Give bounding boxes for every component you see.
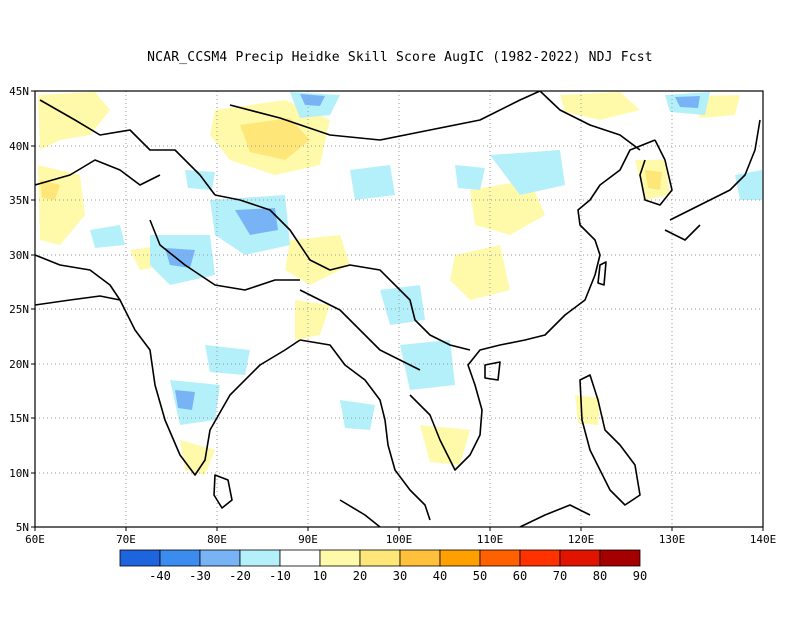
lon-tick-label: 60E xyxy=(25,533,45,546)
colorbar-swatch xyxy=(439,549,481,567)
lon-tick-label: 140E xyxy=(750,533,777,546)
lon-tick-label: 70E xyxy=(116,533,136,546)
colorbar-swatch xyxy=(599,549,641,567)
colorbar-label: 90 xyxy=(633,569,647,583)
colorbar-label: 50 xyxy=(473,569,487,583)
colorbar-label: -40 xyxy=(149,569,171,583)
colorbar-swatch xyxy=(559,549,601,567)
lat-tick-label: 35N xyxy=(9,194,29,207)
lon-tick-label: 110E xyxy=(477,533,504,546)
colorbar-swatch xyxy=(239,549,281,567)
lat-tick-label: 40N xyxy=(9,140,29,153)
colorbar-swatch xyxy=(359,549,401,567)
lon-tick-label: 120E xyxy=(568,533,595,546)
lat-tick-label: 10N xyxy=(9,467,29,480)
colorbar-swatch xyxy=(279,549,321,567)
colorbar-swatch xyxy=(519,549,561,567)
colorbar-label: 40 xyxy=(433,569,447,583)
colorbar-swatch xyxy=(199,549,241,567)
lon-tick-label: 90E xyxy=(298,533,318,546)
colorbar-label: -10 xyxy=(269,569,291,583)
lat-tick-label: 20N xyxy=(9,358,29,371)
colorbar-label: 70 xyxy=(553,569,567,583)
colorbar-swatch xyxy=(479,549,521,567)
lat-tick-label: 30N xyxy=(9,249,29,262)
colorbar-swatch xyxy=(119,549,161,567)
lon-tick-label: 130E xyxy=(659,533,686,546)
lat-tick-label: 5N xyxy=(16,521,29,534)
lat-tick-label: 45N xyxy=(9,85,29,98)
colorbar-label: 60 xyxy=(513,569,527,583)
colorbar-label: -20 xyxy=(229,569,251,583)
colorbar-swatch xyxy=(399,549,441,567)
colorbar-label: 30 xyxy=(393,569,407,583)
colorbar-label: 80 xyxy=(593,569,607,583)
colorbar-label: 10 xyxy=(313,569,327,583)
map-grid xyxy=(35,91,763,527)
colorbar-label: 20 xyxy=(353,569,367,583)
colorbar-swatch xyxy=(319,549,361,567)
colorbar: -40 -30 -20 -10 10 20 30 40 50 60 70 80 90 xyxy=(119,549,647,583)
lon-tick-label: 100E xyxy=(386,533,413,546)
coastlines xyxy=(35,91,761,527)
lat-tick-label: 25N xyxy=(9,303,29,316)
lat-tick-label: 15N xyxy=(9,412,29,425)
map-title: NCAR_CCSM4 Precip Heidke Skill Score Aug… xyxy=(147,50,653,65)
lon-tick-label: 80E xyxy=(207,533,227,546)
colorbar-swatch xyxy=(159,549,201,567)
colorbar-label: -30 xyxy=(189,569,211,583)
